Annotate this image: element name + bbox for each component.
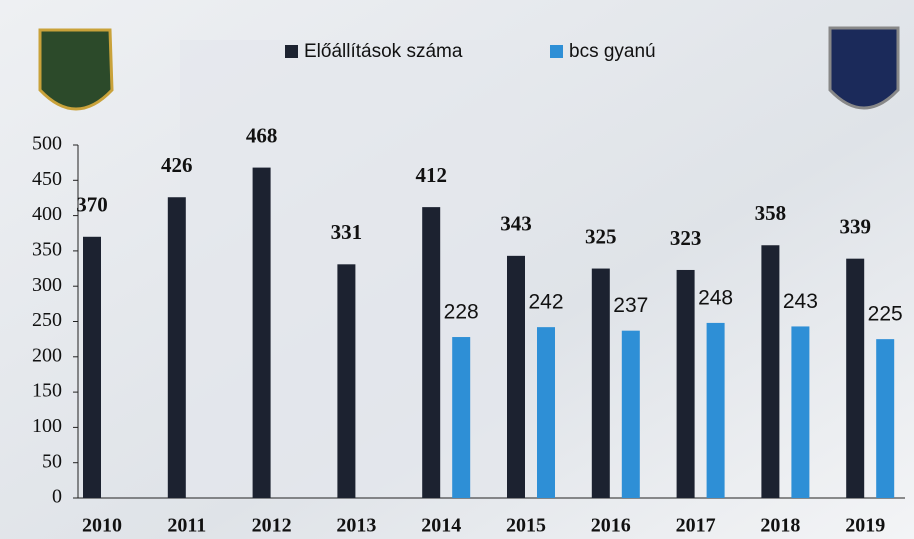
bar: [507, 255, 525, 498]
bar: [537, 327, 555, 498]
legend-swatch: [285, 45, 298, 58]
y-tick-label: 100: [32, 415, 62, 437]
y-tick-label: 300: [32, 274, 62, 296]
value-label: 426: [161, 153, 193, 177]
bar: [706, 322, 725, 498]
x-tick-label: 2018: [760, 515, 800, 537]
y-tick-label: 150: [32, 380, 62, 402]
x-tick-label: 2013: [336, 515, 376, 537]
bar: [676, 269, 695, 498]
bar: [452, 337, 471, 498]
bar: [422, 207, 441, 499]
x-tick-label: 2014: [421, 515, 461, 537]
value-label: 242: [528, 291, 563, 314]
value-label: 412: [415, 163, 447, 187]
bar: [83, 236, 101, 498]
bar: [846, 258, 865, 498]
value-label: 468: [246, 123, 278, 147]
value-label: 248: [698, 286, 733, 309]
bar: [761, 245, 780, 498]
x-tick-label: 2015: [506, 515, 546, 537]
bar: [252, 167, 271, 499]
value-label: 323: [670, 226, 702, 250]
y-tick-label: 250: [32, 309, 62, 331]
bar: [621, 330, 640, 498]
value-label: 325: [585, 224, 617, 248]
bar: [591, 268, 610, 498]
y-tick-label: 350: [32, 238, 62, 260]
y-tick-label: 450: [32, 168, 62, 190]
y-tick-label: 200: [32, 344, 62, 366]
x-tick-label: 2019: [845, 515, 885, 537]
value-label: 339: [839, 214, 871, 238]
bar: [167, 197, 186, 498]
value-label: 343: [500, 212, 532, 236]
y-tick-label: 400: [32, 203, 62, 225]
value-label: 331: [331, 220, 363, 244]
value-label: 237: [613, 294, 648, 317]
legend-label: bcs gyanú: [569, 41, 656, 62]
x-tick-label: 2010: [82, 515, 122, 537]
value-label: 243: [783, 290, 818, 313]
x-tick-label: 2011: [167, 515, 206, 537]
bar: [876, 339, 895, 498]
y-tick-label: 50: [42, 450, 62, 472]
x-tick-label: 2017: [676, 515, 716, 537]
value-label: 358: [755, 201, 787, 225]
logo-right: [828, 26, 900, 110]
x-tick-label: 2016: [591, 515, 631, 537]
legend-label: Előállítások száma: [304, 41, 463, 62]
value-label: 225: [868, 303, 903, 326]
value-label: 370: [76, 193, 108, 217]
legend-swatch: [550, 45, 563, 58]
x-tick-label: 2012: [252, 515, 292, 537]
bar: [337, 264, 356, 498]
logo-left: [38, 28, 114, 111]
y-tick-label: 0: [52, 486, 62, 508]
value-label: 228: [444, 301, 479, 324]
y-tick-label: 500: [32, 133, 62, 155]
bar: [791, 326, 810, 498]
